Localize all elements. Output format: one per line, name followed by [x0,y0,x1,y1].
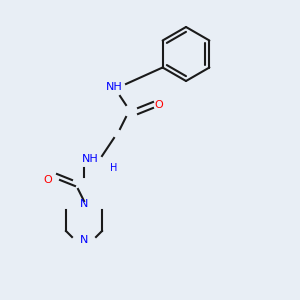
Text: NH: NH [106,82,122,92]
Text: NH: NH [82,154,98,164]
Text: O: O [44,175,52,185]
Text: O: O [154,100,164,110]
Text: N: N [80,235,88,245]
Text: N: N [80,199,88,209]
Text: H: H [110,163,118,173]
